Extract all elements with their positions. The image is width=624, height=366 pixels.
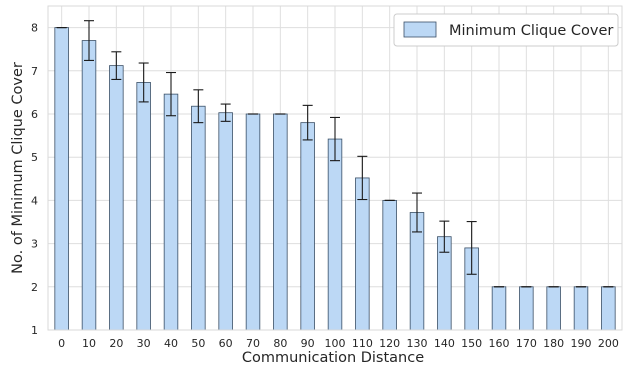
bar <box>191 105 206 331</box>
x-tick-label: 10 <box>82 337 96 350</box>
bar <box>300 122 315 331</box>
x-tick-label: 60 <box>219 337 233 350</box>
x-axis-ticks: 0 10 20 30 40 50 60 70 80 90 100 110 120 130 140 150 160… <box>58 337 619 350</box>
x-tick-label: 80 <box>273 337 287 350</box>
x-tick-label: 200 <box>598 337 619 350</box>
x-tick-label: 70 <box>246 337 260 350</box>
x-tick-label: 170 <box>516 337 537 350</box>
bar <box>54 27 69 331</box>
x-tick-label: 90 <box>301 337 315 350</box>
bar <box>382 199 397 331</box>
x-tick-label: 180 <box>543 337 564 350</box>
y-tick-label: 2 <box>31 281 38 294</box>
y-axis-label: No. of Minimum Clique Cover <box>10 62 26 274</box>
bar <box>327 138 343 331</box>
y-tick-label: 6 <box>31 108 38 121</box>
y-tick-label: 5 <box>31 151 38 164</box>
error-bars <box>56 20 614 288</box>
y-tick-label: 7 <box>31 65 38 78</box>
x-tick-label: 40 <box>164 337 178 350</box>
x-tick-label: 160 <box>489 337 510 350</box>
bar <box>601 286 616 331</box>
plot-frame <box>47 5 623 331</box>
y-tick-label: 1 <box>31 324 38 337</box>
legend-swatch <box>403 21 437 38</box>
x-tick-label: 20 <box>109 337 123 350</box>
y-tick-label: 3 <box>31 238 38 251</box>
y-axis-ticks: 1 2 3 4 5 6 7 8 <box>31 22 38 337</box>
x-tick-label: 190 <box>571 337 592 350</box>
x-tick-label: 30 <box>137 337 151 350</box>
x-tick-label: 150 <box>461 337 482 350</box>
bar <box>573 286 589 331</box>
x-tick-label: 120 <box>379 337 400 350</box>
x-tick-label: 100 <box>325 337 346 350</box>
x-tick-label: 0 <box>58 337 65 350</box>
bar <box>163 93 179 331</box>
x-tick-label: 50 <box>191 337 205 350</box>
x-tick-label: 140 <box>434 337 455 350</box>
bar <box>109 65 124 331</box>
bar <box>136 82 151 331</box>
bars <box>54 27 616 331</box>
x-tick-label: 130 <box>407 337 428 350</box>
legend: Minimum Clique Cover <box>393 13 619 47</box>
legend-box <box>393 13 619 47</box>
bar <box>491 286 507 331</box>
bar <box>245 113 261 331</box>
bar <box>546 286 561 331</box>
bar <box>81 40 97 331</box>
x-tick-label: 110 <box>352 337 373 350</box>
bar <box>218 112 233 331</box>
bar <box>519 286 534 331</box>
y-tick-label: 8 <box>31 22 38 35</box>
bar <box>273 113 288 331</box>
legend-label: Minimum Clique Cover <box>449 23 613 39</box>
x-axis-label: Communication Distance <box>242 350 424 366</box>
bar <box>355 177 370 331</box>
y-tick-label: 4 <box>31 194 38 207</box>
